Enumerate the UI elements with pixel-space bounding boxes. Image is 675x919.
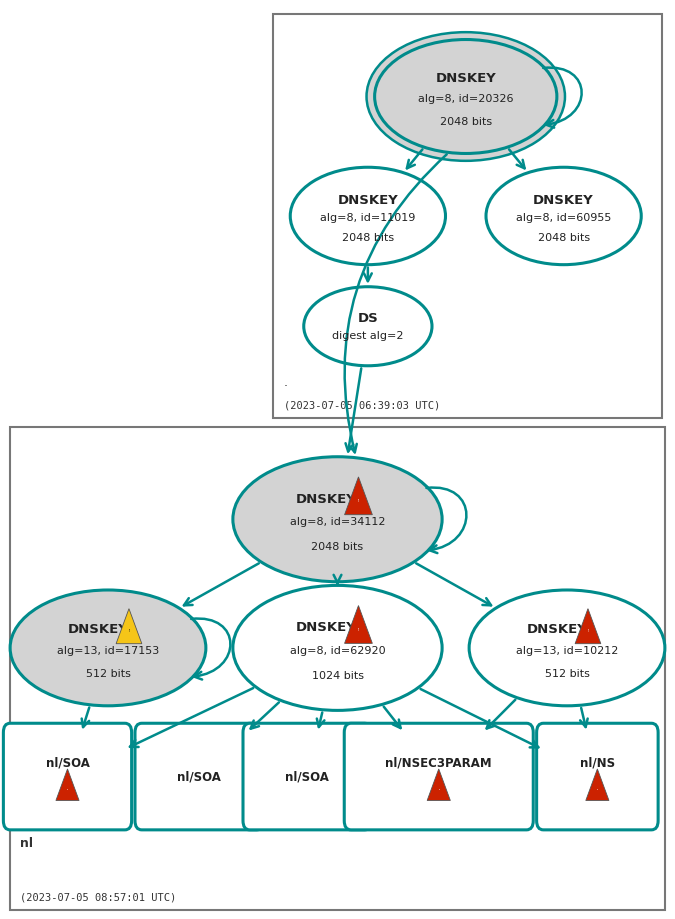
Ellipse shape [367, 32, 565, 161]
Text: !: ! [587, 629, 589, 633]
FancyBboxPatch shape [243, 723, 371, 830]
Ellipse shape [290, 167, 446, 265]
Text: DNSKEY: DNSKEY [296, 493, 357, 505]
Ellipse shape [304, 287, 432, 366]
Text: alg=13, id=17153: alg=13, id=17153 [57, 646, 159, 656]
Text: nl/SOA: nl/SOA [177, 770, 221, 783]
Text: !: ! [358, 499, 359, 503]
Ellipse shape [375, 40, 557, 153]
Text: 512 bits: 512 bits [86, 669, 130, 679]
FancyBboxPatch shape [135, 723, 263, 830]
FancyBboxPatch shape [3, 723, 132, 830]
Text: DNSKEY: DNSKEY [338, 194, 398, 207]
Text: nl/NSEC3PARAM: nl/NSEC3PARAM [385, 757, 492, 770]
FancyBboxPatch shape [273, 14, 662, 418]
Text: DNSKEY: DNSKEY [435, 72, 496, 85]
Text: (2023-07-05 08:57:01 UTC): (2023-07-05 08:57:01 UTC) [20, 892, 176, 902]
Ellipse shape [233, 457, 442, 582]
Text: DNSKEY: DNSKEY [533, 194, 594, 207]
Text: .: . [284, 376, 288, 389]
Text: alg=8, id=60955: alg=8, id=60955 [516, 213, 612, 223]
Ellipse shape [486, 167, 641, 265]
Text: 2048 bits: 2048 bits [439, 117, 492, 127]
FancyBboxPatch shape [10, 427, 665, 910]
Text: nl: nl [20, 837, 33, 850]
Text: nl/NS: nl/NS [580, 757, 615, 770]
Text: DNSKEY: DNSKEY [68, 623, 128, 636]
Text: 2048 bits: 2048 bits [311, 542, 364, 552]
FancyArrowPatch shape [543, 68, 582, 128]
Polygon shape [116, 608, 142, 643]
Text: 512 bits: 512 bits [545, 669, 589, 679]
Ellipse shape [233, 585, 442, 710]
Polygon shape [344, 477, 373, 515]
Text: digest alg=2: digest alg=2 [332, 331, 404, 341]
Text: alg=8, id=62920: alg=8, id=62920 [290, 646, 385, 656]
Text: alg=8, id=20326: alg=8, id=20326 [418, 95, 514, 105]
Polygon shape [56, 769, 79, 800]
Polygon shape [586, 769, 609, 800]
Text: nl/SOA: nl/SOA [45, 757, 89, 770]
FancyBboxPatch shape [344, 723, 533, 830]
Text: nl/SOA: nl/SOA [285, 770, 329, 783]
Text: alg=8, id=34112: alg=8, id=34112 [290, 517, 385, 528]
Text: alg=8, id=11019: alg=8, id=11019 [320, 213, 416, 223]
FancyArrowPatch shape [191, 618, 230, 679]
Polygon shape [344, 606, 373, 643]
Text: DNSKEY: DNSKEY [296, 621, 357, 634]
Ellipse shape [469, 590, 665, 706]
Polygon shape [575, 608, 601, 643]
Text: alg=13, id=10212: alg=13, id=10212 [516, 646, 618, 656]
Text: !: ! [358, 628, 359, 631]
Text: DNSKEY: DNSKEY [526, 623, 587, 636]
Text: 2048 bits: 2048 bits [342, 233, 394, 243]
FancyBboxPatch shape [537, 723, 658, 830]
Text: !: ! [128, 629, 130, 633]
Polygon shape [427, 769, 450, 800]
Ellipse shape [10, 590, 206, 706]
Text: DS: DS [358, 312, 378, 324]
Text: (2023-07-05 06:39:03 UTC): (2023-07-05 06:39:03 UTC) [284, 401, 439, 411]
Text: 1024 bits: 1024 bits [311, 671, 364, 681]
Text: 2048 bits: 2048 bits [537, 233, 590, 243]
FancyArrowPatch shape [427, 488, 466, 553]
